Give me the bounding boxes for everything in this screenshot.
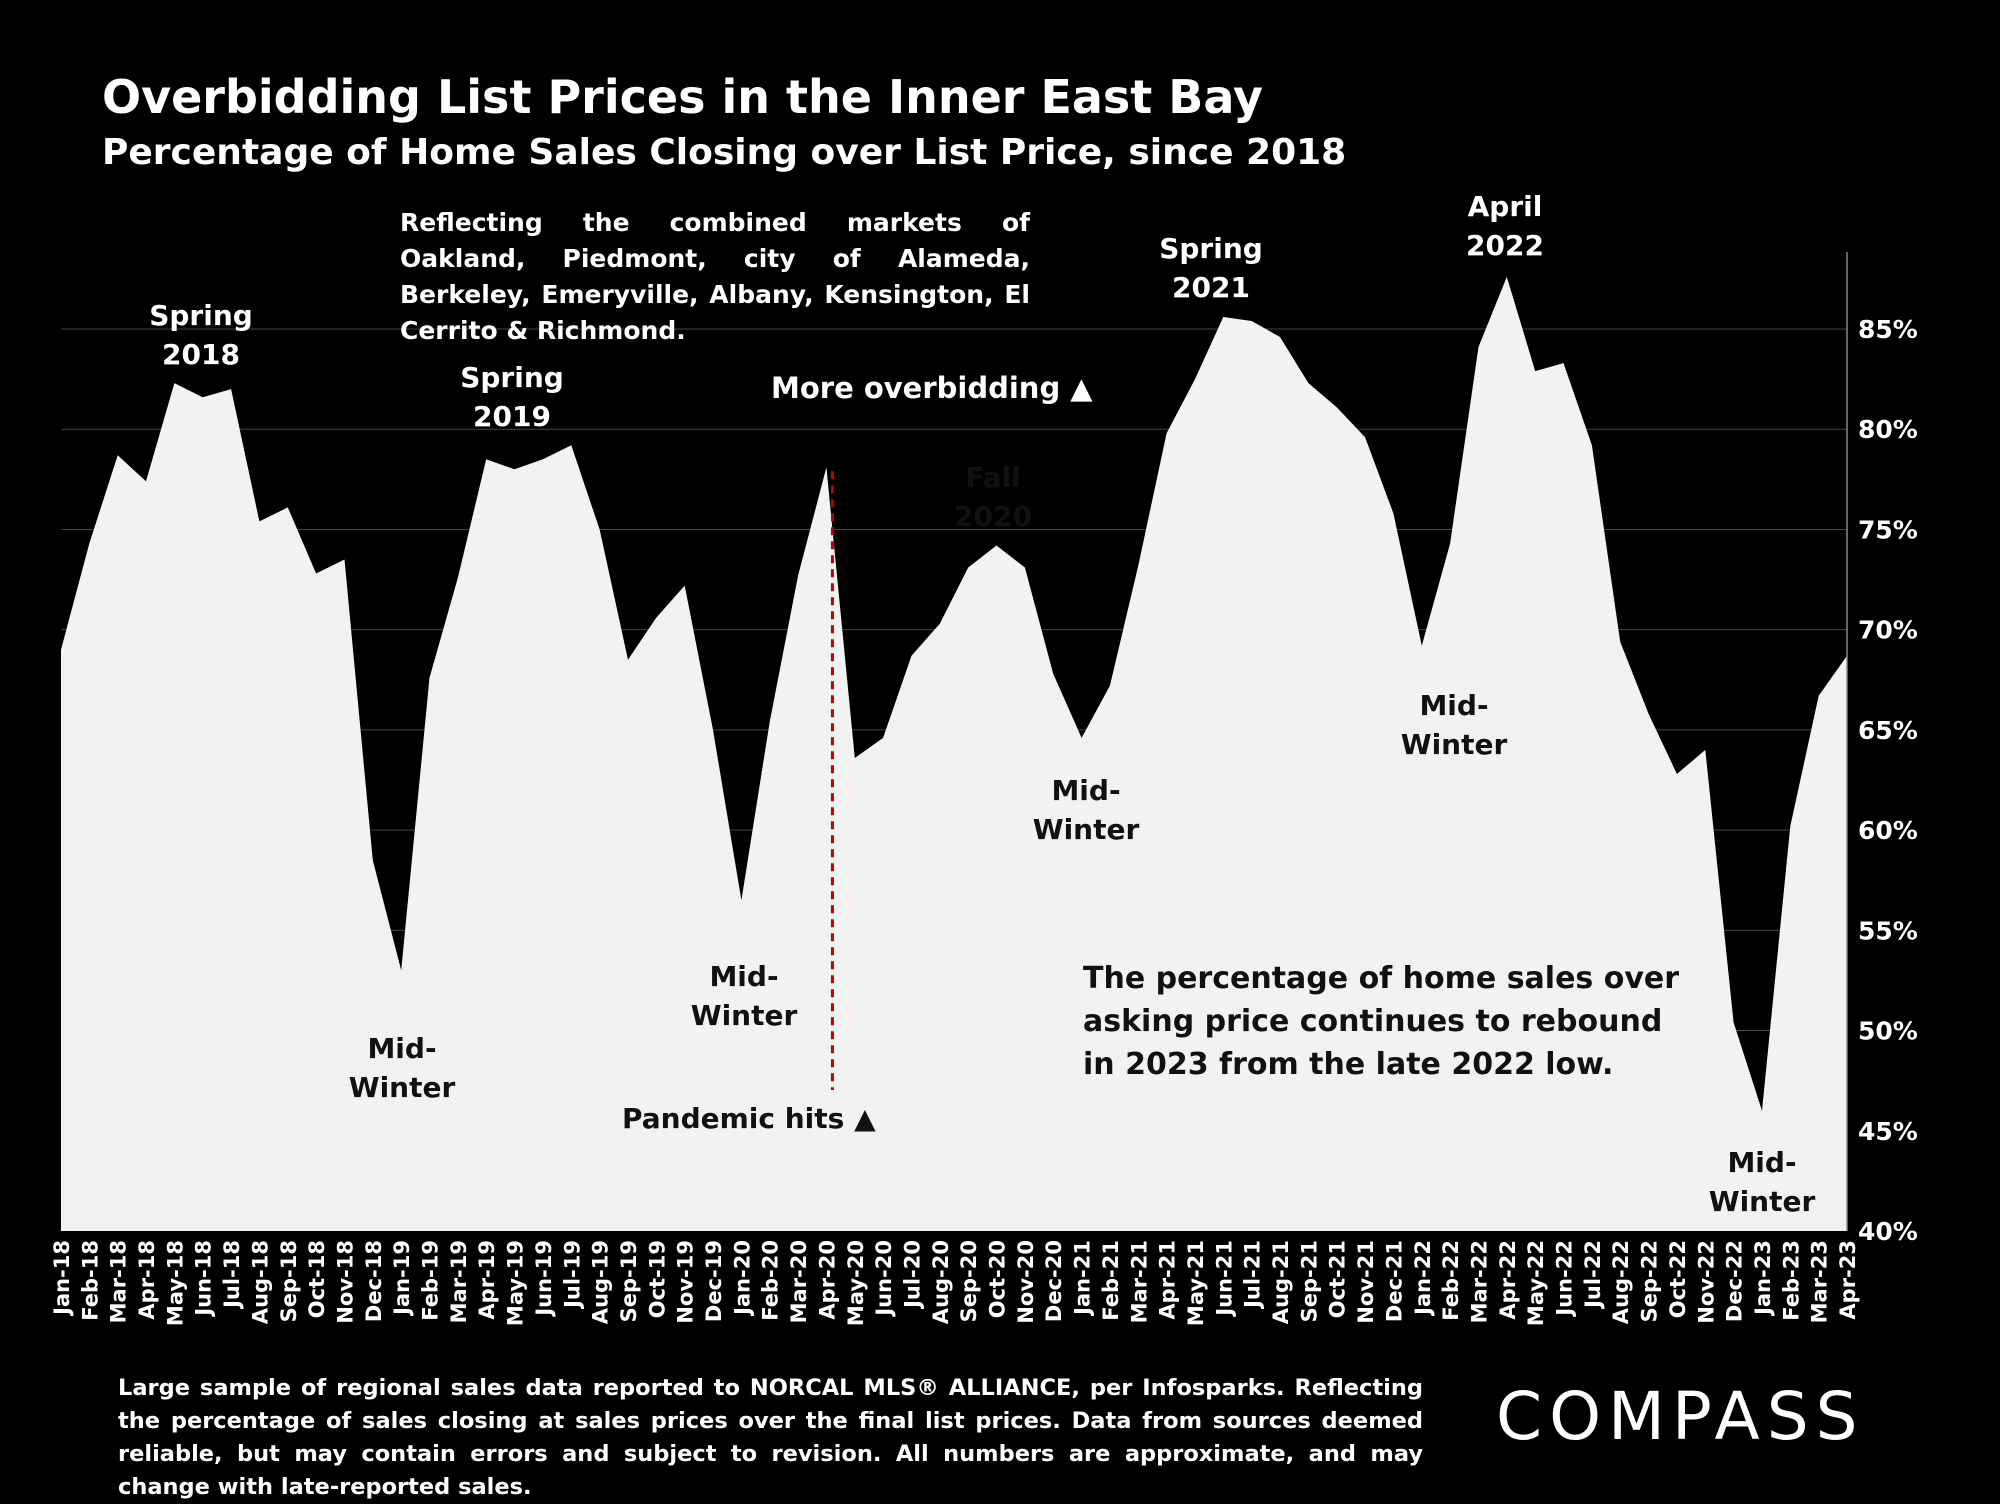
x-tick-label: Apr-20 (815, 1240, 839, 1320)
chart-title: Overbidding List Prices in the Inner Eas… (102, 70, 1263, 124)
x-tick-label: May-19 (504, 1240, 528, 1326)
x-tick-label: Aug-18 (248, 1240, 272, 1324)
x-tick-label: Jan-19 (390, 1240, 414, 1317)
x-tick-label: Sep-22 (1638, 1240, 1662, 1322)
x-tick-label: Jun-18 (192, 1240, 216, 1318)
x-tick-label: Jun-21 (1212, 1240, 1236, 1318)
x-tick-label: Aug-22 (1609, 1240, 1633, 1324)
compass-logo: COMPASS (1496, 1378, 1865, 1455)
x-tick-label: Apr-23 (1836, 1240, 1860, 1320)
x-tick-label: Oct-21 (1326, 1240, 1350, 1318)
x-tick-label: Aug-19 (589, 1240, 613, 1324)
x-tick-label: Oct-20 (986, 1240, 1010, 1318)
x-tick-label: Dec-21 (1382, 1240, 1406, 1322)
x-tick-label: Aug-20 (929, 1240, 953, 1324)
y-tick-label: 55% (1858, 916, 1918, 945)
x-tick-label: Dec-22 (1723, 1240, 1747, 1322)
x-tick-label: Nov-22 (1694, 1240, 1718, 1324)
y-tick-label: 40% (1858, 1217, 1918, 1246)
y-tick-label: 80% (1858, 415, 1918, 444)
area-series (61, 276, 1847, 1231)
x-tick-label: Apr-18 (135, 1240, 159, 1320)
x-tick-label: Mar-21 (1127, 1240, 1151, 1323)
x-tick-label: Mar-18 (107, 1240, 131, 1323)
x-tick-label: Jan-21 (1071, 1240, 1095, 1317)
annotation-spring-2018: Spring 2018 (149, 299, 253, 371)
x-tick-label: Feb-22 (1439, 1240, 1463, 1321)
source-footnote: Large sample of regional sales data repo… (118, 1375, 1423, 1500)
x-tick-label: Feb-19 (419, 1240, 443, 1321)
x-tick-label: Aug-21 (1269, 1240, 1293, 1324)
x-tick-label: Jun-19 (532, 1240, 556, 1318)
y-tick-label: 85% (1858, 315, 1918, 344)
x-tick-label: Mar-20 (787, 1240, 811, 1323)
annotation-more-overbidding: More overbidding ▲ (771, 371, 1093, 405)
x-tick-label: May-20 (844, 1240, 868, 1326)
rebound-text-line: The percentage of home sales over (1083, 961, 1679, 996)
rebound-text-line: asking price continues to rebound (1083, 1004, 1662, 1039)
x-tick-label: May-21 (1184, 1240, 1208, 1326)
x-tick-label: Oct-18 (305, 1240, 329, 1318)
y-tick-label: 60% (1858, 816, 1918, 845)
y-tick-label: 70% (1858, 616, 1918, 645)
x-tick-label: Feb-20 (759, 1240, 783, 1321)
x-tick-label: Oct-19 (645, 1240, 669, 1318)
x-tick-label: Jul-22 (1581, 1240, 1605, 1310)
annotation-midwinter-2019: Mid-Winter (349, 1032, 456, 1104)
x-tick-label: Jan-22 (1411, 1240, 1435, 1317)
x-tick-label: Apr-22 (1496, 1240, 1520, 1320)
x-tick-label: Jul-18 (220, 1240, 244, 1310)
chart-subtitle: Percentage of Home Sales Closing over Li… (102, 132, 1347, 173)
x-tick-label: Jul-19 (560, 1240, 584, 1310)
x-tick-label: Nov-21 (1354, 1240, 1378, 1324)
annotation-midwinter-2022: Mid-Winter (1401, 689, 1508, 761)
x-tick-label: Sep-21 (1297, 1240, 1321, 1322)
x-tick-label: Feb-21 (1099, 1240, 1123, 1321)
annotation-rebound: The percentage of home sales over asking … (1083, 961, 1679, 1082)
x-tick-label: Dec-19 (702, 1240, 726, 1322)
x-tick-label: Dec-20 (1042, 1240, 1066, 1322)
x-tick-label: Mar-22 (1468, 1240, 1492, 1323)
x-tick-label: Jul-20 (901, 1240, 925, 1310)
x-tick-label: Jul-21 (1241, 1240, 1265, 1310)
x-tick-label: Dec-18 (362, 1240, 386, 1322)
x-tick-label: Feb-23 (1779, 1240, 1803, 1321)
annotation-midwinter-2021: Mid-Winter (1033, 774, 1140, 846)
x-tick-label: Apr-19 (475, 1240, 499, 1320)
x-tick-label: Feb-18 (78, 1240, 102, 1321)
x-tick-label: Nov-19 (674, 1240, 698, 1324)
x-tick-label: Jan-18 (50, 1240, 74, 1317)
x-tick-label: Sep-18 (277, 1240, 301, 1322)
x-tick-label: Jan-20 (730, 1240, 754, 1317)
x-tick-label: May-22 (1524, 1240, 1548, 1326)
x-tick-label: Sep-20 (957, 1240, 981, 1322)
annotation-april-2022: April 2022 (1466, 190, 1544, 262)
x-tick-label: Nov-20 (1014, 1240, 1038, 1324)
x-tick-label: Jun-22 (1553, 1240, 1577, 1318)
annotation-midwinter-2023: Mid-Winter (1709, 1146, 1816, 1218)
x-tick-label: Sep-19 (617, 1240, 641, 1322)
y-tick-label: 75% (1858, 515, 1918, 544)
rebound-text-line: in 2023 from the late 2022 low. (1083, 1047, 1613, 1082)
annotation-midwinter-2020: Mid-Winter (691, 960, 798, 1032)
annotation-spring-2021: Spring 2021 (1159, 232, 1263, 304)
x-tick-label: Apr-21 (1156, 1240, 1180, 1320)
x-tick-label: Mar-19 (447, 1240, 471, 1323)
x-tick-label: May-18 (163, 1240, 187, 1326)
x-tick-label: Jan-23 (1751, 1240, 1775, 1317)
x-tick-label: Oct-22 (1666, 1240, 1690, 1318)
x-tick-label: Mar-23 (1808, 1240, 1832, 1323)
y-tick-label: 45% (1858, 1117, 1918, 1146)
y-tick-label: 50% (1858, 1017, 1918, 1046)
x-tick-label: Nov-18 (334, 1240, 358, 1324)
annotation-pandemic-hits: Pandemic hits ▲ (622, 1102, 876, 1135)
x-tick-label: Jun-20 (872, 1240, 896, 1318)
y-tick-label: 65% (1858, 716, 1918, 745)
annotation-fall-2020: Fall 2020 (954, 461, 1032, 533)
annotation-spring-2019: Spring 2019 (460, 361, 564, 433)
markets-note: Reflecting the combined markets of Oakla… (400, 208, 1030, 345)
